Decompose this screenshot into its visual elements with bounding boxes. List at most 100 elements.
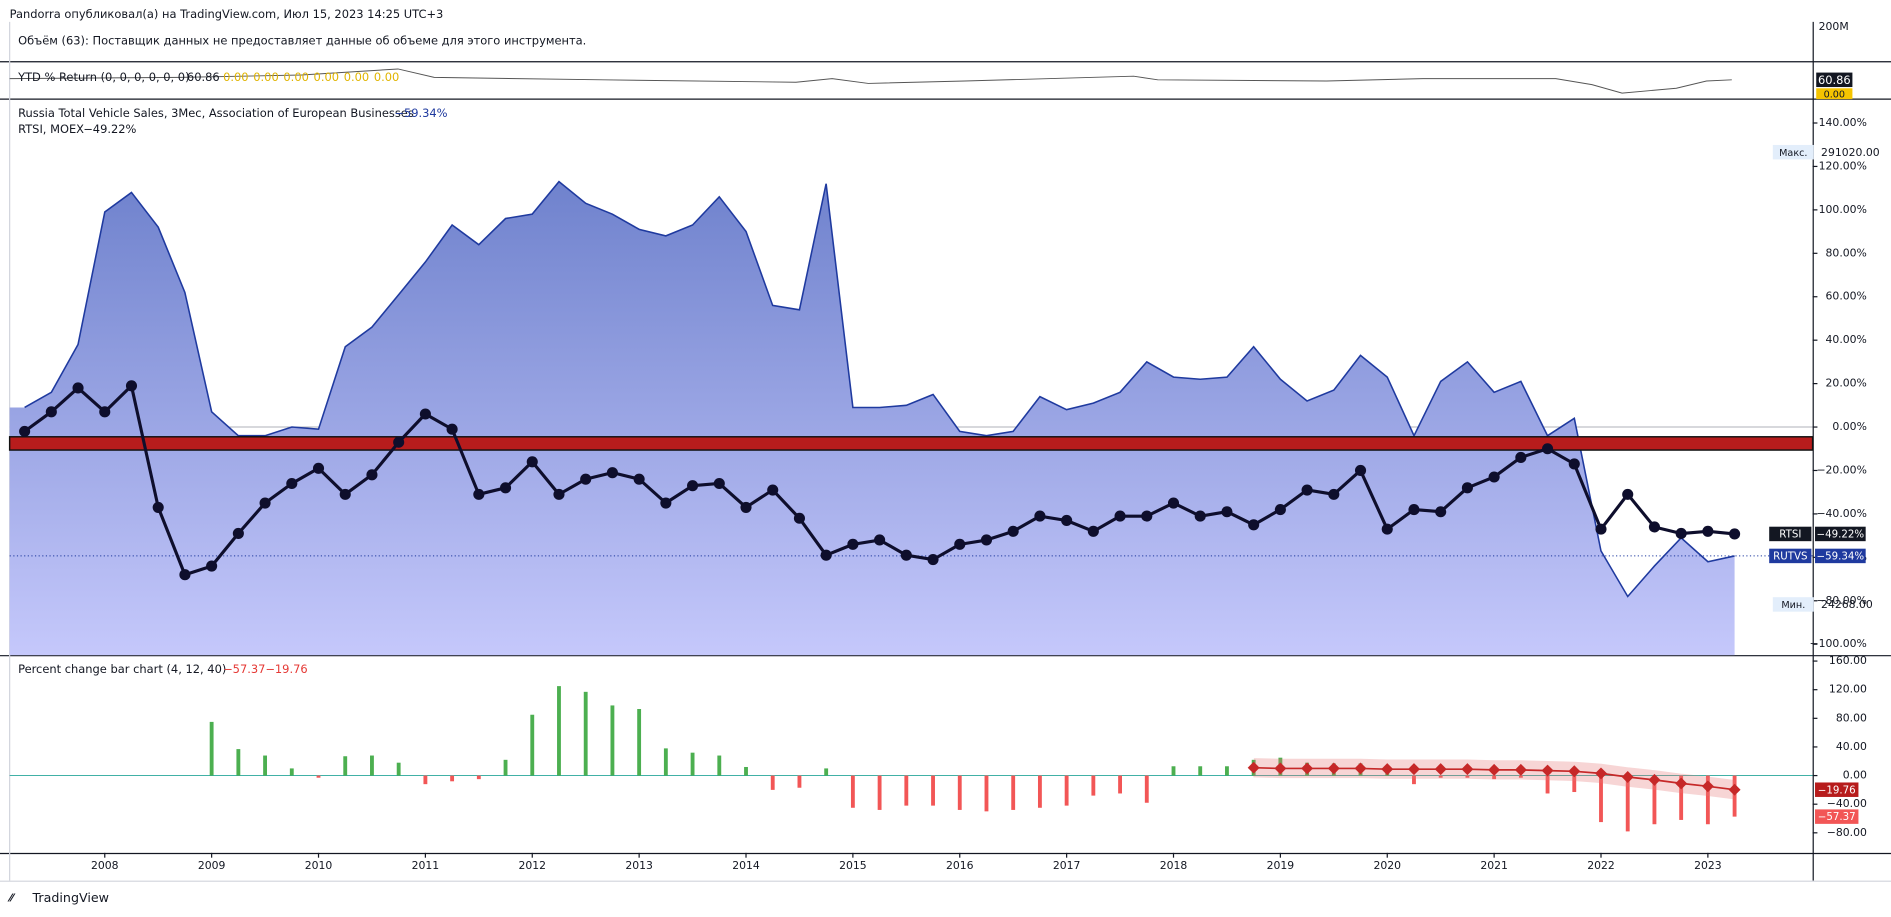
series-marker (1087, 525, 1099, 537)
diamond-marker (1675, 777, 1688, 790)
ytd-tag (1816, 88, 1853, 100)
bar (236, 749, 241, 776)
series-tag (1769, 526, 1812, 542)
series-marker (1595, 523, 1607, 535)
bar (343, 756, 348, 776)
series-marker (874, 534, 886, 546)
series-marker (1542, 443, 1554, 455)
x-tick-label: 2014 (732, 859, 760, 872)
series-marker (1515, 451, 1527, 463)
x-tick-label: 2009 (198, 859, 226, 872)
bar (1091, 775, 1096, 796)
series-legend: RTSI, MOEX (18, 122, 84, 136)
series-marker (1248, 519, 1260, 531)
series-marker (1328, 488, 1340, 500)
y-tick-label: −40.00% (1816, 507, 1866, 520)
bar (1171, 766, 1176, 776)
bar (744, 766, 748, 776)
x-tick-label: 2012 (518, 859, 546, 872)
bar (1144, 775, 1149, 803)
series-marker (820, 549, 832, 561)
x-tick-label: 2008 (91, 859, 119, 872)
series-marker (713, 477, 725, 490)
series-marker (419, 408, 431, 420)
bar (1465, 775, 1470, 778)
diamond-marker (1621, 771, 1634, 783)
series-marker (1274, 504, 1286, 516)
x-tick-label: 2010 (305, 859, 333, 872)
series-value-tag (1815, 548, 1866, 564)
series-marker (1702, 525, 1714, 537)
series-marker (1675, 527, 1687, 540)
x-tick-label: 2020 (1373, 859, 1401, 872)
series-marker (1408, 504, 1420, 516)
series-marker (1061, 514, 1073, 526)
x-tick-label: 2013 (625, 859, 653, 872)
diamond-marker (1247, 761, 1260, 774)
series-marker (740, 501, 752, 513)
ytd-value: 0.00 (253, 70, 278, 84)
max-tag-text: Макс. (1779, 148, 1807, 159)
series-marker (553, 488, 565, 500)
series-marker (1381, 523, 1393, 535)
series-marker (45, 406, 57, 418)
bar (263, 755, 268, 776)
series-marker (1007, 525, 1019, 537)
line-value-tag-text: −19.76 (1818, 784, 1856, 796)
bar (1572, 775, 1577, 793)
diamond-marker (1327, 762, 1340, 775)
y-tick-label: −40.00 (1827, 797, 1867, 810)
bar (1198, 766, 1203, 776)
bar (370, 755, 374, 776)
ytd-tag (1816, 72, 1853, 88)
bar (637, 709, 642, 776)
y-tick-label: 60.00% (1826, 290, 1867, 303)
series-marker (606, 467, 618, 479)
y-tick-label: −80.00 (1827, 826, 1867, 839)
bar-value-tag (1815, 809, 1859, 824)
series-marker (206, 560, 218, 572)
bar (396, 762, 401, 776)
bar (957, 775, 962, 810)
y-tick-label: −20.00% (1816, 463, 1866, 476)
bar (1438, 775, 1443, 778)
volume-axis-label: 200M (1819, 20, 1849, 33)
bar (610, 705, 615, 776)
series-value-tag-text: −49.22% (1817, 529, 1865, 541)
bar (1225, 766, 1229, 776)
y-tick-label: 80.00% (1826, 246, 1867, 259)
series-marker (179, 569, 191, 581)
bar (663, 748, 668, 776)
series-marker (1301, 484, 1313, 496)
bar (1732, 775, 1737, 817)
x-tick-label: 2018 (1160, 859, 1188, 872)
series-marker (1729, 528, 1741, 540)
max-tag (1772, 144, 1814, 160)
series-marker (1622, 488, 1634, 500)
diamond-marker (1568, 765, 1581, 778)
y-tick-label: −80.00% (1816, 594, 1866, 607)
series-marker (152, 501, 164, 513)
bar (931, 775, 935, 806)
series-marker (900, 549, 912, 561)
area-fill (9, 181, 1735, 656)
bar (690, 752, 695, 776)
bar-chart-title: Percent change bar chart (4, 12, 40) (18, 662, 226, 676)
bar (289, 768, 294, 776)
diamond-marker (1274, 762, 1287, 775)
diamond-marker (1514, 763, 1527, 776)
diamond-marker (1461, 763, 1474, 776)
series-marker (1221, 506, 1233, 518)
series-marker (633, 473, 645, 485)
ytd-value: 0.00 (314, 70, 339, 84)
diamond-marker (1354, 762, 1367, 775)
line-value-tag (1815, 782, 1859, 797)
ytd-value: 0.00 (223, 70, 248, 84)
bar (1652, 775, 1657, 825)
min-tag (1772, 597, 1814, 612)
logo-mark: ⁄⁄ (7, 892, 16, 905)
ytd-value: 60.86 (187, 70, 220, 84)
min-tag-text: Мин. (1781, 600, 1805, 611)
series-marker (1034, 510, 1046, 522)
